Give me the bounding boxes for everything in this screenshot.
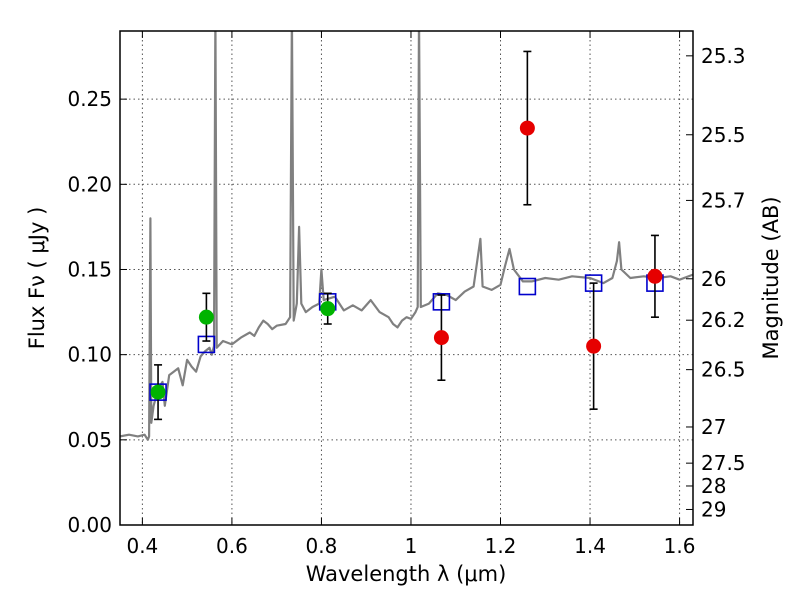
data-point-marker (320, 301, 336, 317)
model-square-marker (518, 277, 537, 296)
x-tick-label: 1.4 (574, 534, 606, 558)
right-y-axis-label: Magnitude (AB) (759, 196, 783, 359)
data-point-marker (433, 330, 449, 346)
y-tick-label: 0.00 (67, 513, 112, 537)
y-tick-label: 0.25 (67, 87, 112, 111)
x-tick-label: 0.4 (126, 534, 158, 558)
y-tick-label: 0.10 (67, 343, 112, 367)
x-tick-label: 1.6 (664, 534, 696, 558)
right-tick-label: 25.3 (701, 44, 746, 68)
grid-lines (120, 31, 693, 526)
data-point-marker (586, 338, 602, 354)
x-axis-label: Wavelength λ (μm) (306, 562, 507, 586)
data-point-marker (647, 268, 663, 284)
x-tick-label: 0.6 (216, 534, 248, 558)
right-tick-label: 27 (701, 415, 726, 439)
y-axis-label: Flux Fν ( μJy ) (25, 207, 49, 350)
y-tick-label: 0.15 (67, 257, 112, 281)
data-point-marker (519, 120, 535, 136)
y-tick-label: 0.05 (67, 428, 112, 452)
data-point-marker (150, 384, 166, 400)
right-tick-label: 26.2 (701, 308, 746, 332)
data-point-marker (198, 309, 214, 325)
right-tick-label: 29 (701, 497, 726, 521)
x-tick-label: 0.8 (306, 534, 338, 558)
spectrum-line (120, 31, 693, 441)
right-tick-label: 25.5 (701, 123, 746, 147)
plot-area (120, 31, 693, 441)
right-tick-label: 26 (701, 267, 726, 291)
plot-frame (119, 30, 694, 526)
right-tick-label: 26.5 (701, 358, 746, 382)
y-tick-label: 0.20 (67, 172, 112, 196)
right-tick-label: 28 (701, 474, 726, 498)
right-tick-label: 25.7 (701, 188, 746, 212)
x-tick-label: 1.2 (485, 534, 517, 558)
x-tick-label: 1 (405, 534, 418, 558)
right-tick-label: 27.5 (701, 451, 746, 475)
axes: 0.4 0.6 0.8 1 1.2 1.4 1.6 0.00 0.05 0.10 0.15 0.20 0… (67, 31, 746, 558)
